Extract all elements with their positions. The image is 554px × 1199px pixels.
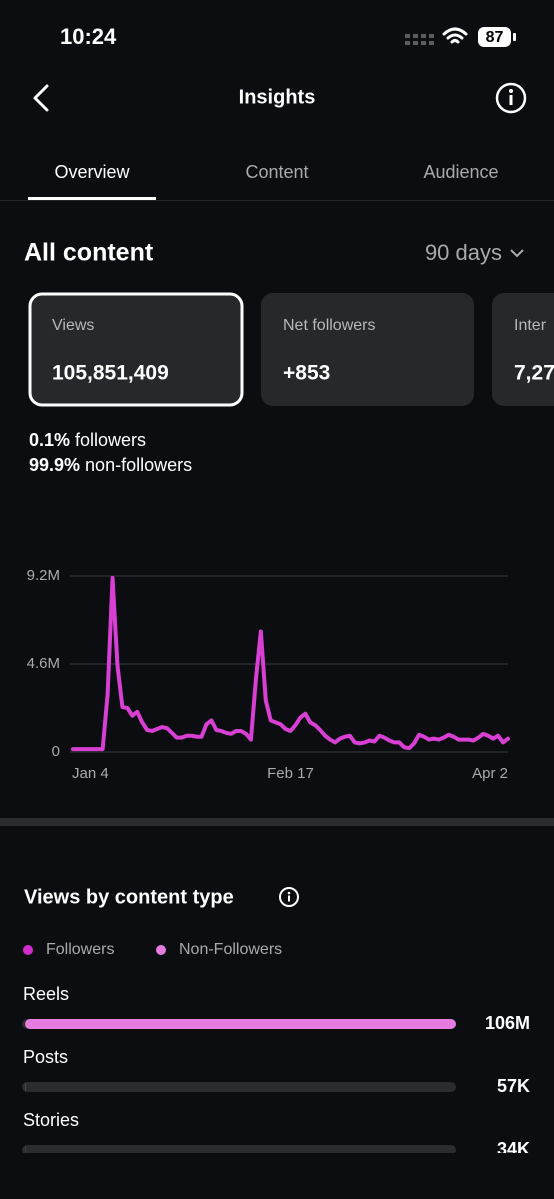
- breakdown-label: non-followers: [85, 455, 192, 475]
- tab-divider: [0, 200, 554, 201]
- breakdown-line: 0.1% followers: [29, 430, 146, 450]
- card-label: Views: [52, 317, 94, 334]
- bar-track: [22, 1082, 456, 1092]
- y-tick-label: 9.2M: [27, 567, 60, 584]
- chart-title: Views by content type: [24, 886, 234, 908]
- legend-swatch: [156, 945, 166, 955]
- status-time: 10:24: [60, 24, 117, 49]
- battery-level: 87: [486, 29, 504, 46]
- category-label: Posts: [23, 1047, 68, 1067]
- info-icon[interactable]: [279, 887, 299, 907]
- battery-icon: [478, 27, 511, 47]
- category-label: Stories: [23, 1110, 79, 1130]
- card-value: 105,851,409: [52, 362, 169, 385]
- x-tick-label: Jan 4: [72, 765, 109, 782]
- range-chevron[interactable]: [510, 249, 524, 258]
- metric-card[interactable]: [261, 293, 474, 406]
- legend-label: Non-Followers: [179, 941, 282, 958]
- breakdown-percent: 0.1%: [29, 430, 70, 450]
- bottom-area: [0, 1153, 554, 1199]
- x-tick-label: Apr 2: [472, 765, 508, 782]
- legend-swatch: [23, 945, 33, 955]
- line-chart: 0 4.6M 9.2M Jan 4 Feb 17 Apr 2: [27, 567, 510, 782]
- value-label: 106M: [485, 1013, 530, 1033]
- signal-icon: [405, 34, 434, 45]
- bar-track: [22, 1145, 456, 1155]
- battery-cap: [513, 33, 516, 41]
- metric-card[interactable]: [492, 293, 554, 406]
- bar-chart: Followers Non-Followers Reels 106M Posts 57K S…: [22, 941, 530, 1159]
- card-label: Net followers: [283, 317, 375, 334]
- x-tick-label: Feb 17: [267, 765, 314, 782]
- data-line: [71, 575, 510, 752]
- card-label: Inter: [514, 317, 547, 334]
- metric-card[interactable]: [28, 292, 244, 407]
- y-tick-label: 0: [52, 743, 60, 760]
- section-separator: [0, 818, 554, 826]
- y-tick-label: 4.6M: [27, 655, 60, 672]
- breakdown-percent: 99.9%: [29, 455, 80, 475]
- card-value: +853: [283, 362, 330, 385]
- legend-label: Followers: [46, 941, 114, 958]
- bar: [25, 1019, 456, 1029]
- tab[interactable]: Overview: [54, 162, 130, 182]
- tab-indicator: [28, 197, 156, 200]
- header-title: Insights: [239, 86, 316, 108]
- info-button[interactable]: [495, 82, 527, 114]
- tab[interactable]: Content: [245, 162, 308, 182]
- category-label: Reels: [23, 984, 69, 1004]
- tab[interactable]: Audience: [423, 162, 498, 182]
- section-title: All content: [24, 239, 154, 267]
- wifi-icon: [442, 27, 468, 44]
- back-button[interactable]: [33, 84, 49, 112]
- breakdown-line: 99.9% non-followers: [29, 455, 192, 475]
- value-label: 57K: [497, 1076, 530, 1096]
- range-selector[interactable]: 90 days: [425, 240, 502, 265]
- card-value: 7,27: [514, 362, 554, 385]
- breakdown-label: followers: [75, 430, 146, 450]
